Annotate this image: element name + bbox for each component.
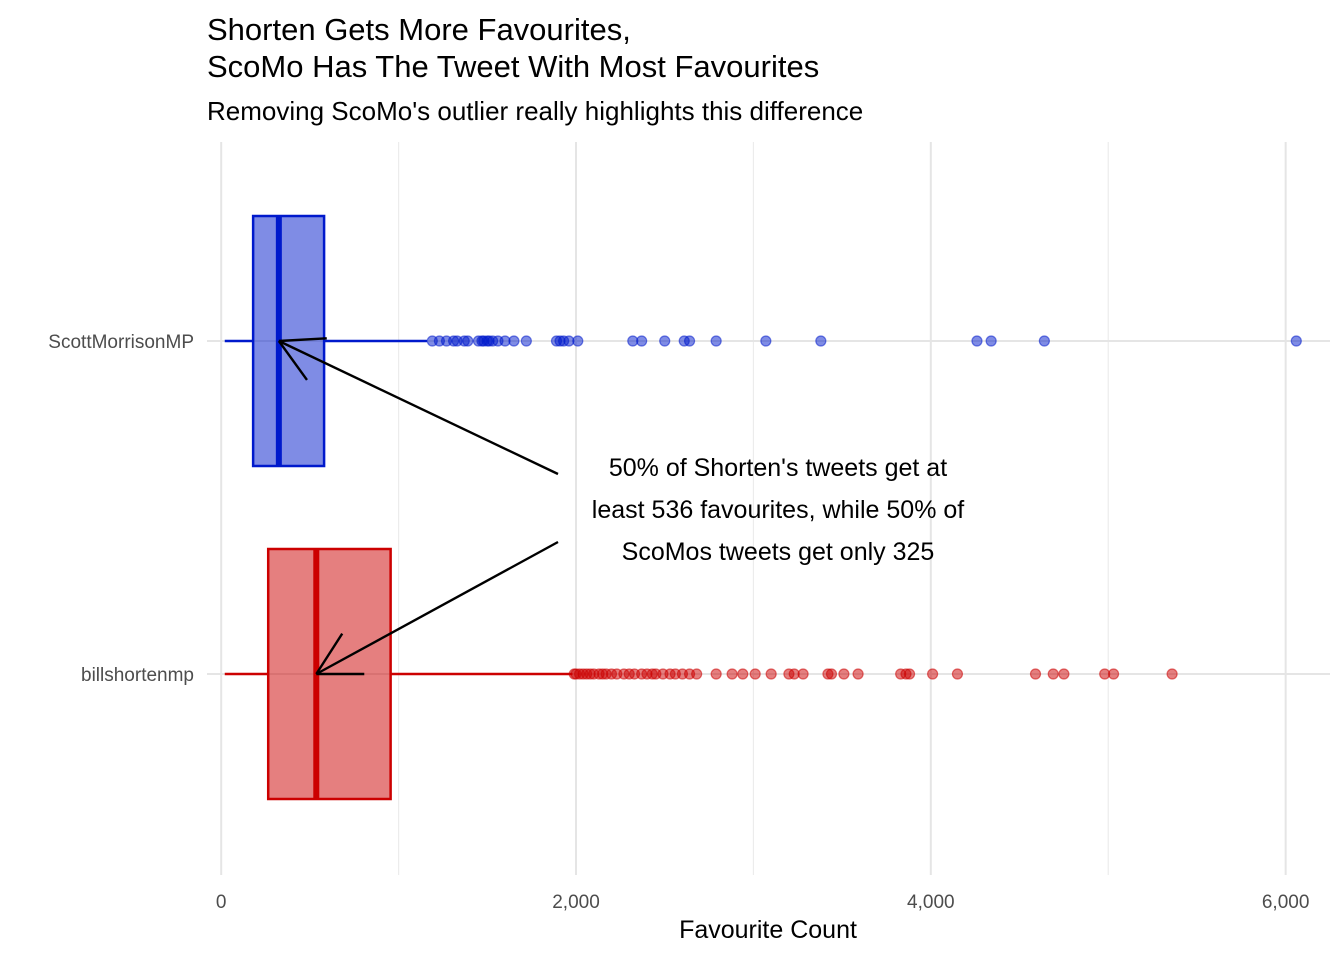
billshortenmp-outlier-point-46 xyxy=(1107,668,1120,680)
annotation: 50% of Shorten's tweets get at least 536… xyxy=(277,337,964,676)
outlier-points xyxy=(426,335,1302,680)
billshortenmp-outlier-point-28 xyxy=(749,668,761,680)
x-tick-label-3: 6,000 xyxy=(1262,892,1310,913)
annotation-arrowhead-1-0 xyxy=(315,632,344,675)
billshortenmp-outlier-point-40 xyxy=(927,668,939,680)
annotation-arrow-0 xyxy=(278,339,559,476)
x-tick-label-2: 4,000 xyxy=(907,892,955,913)
chart-subtitle: Removing ScoMo's outlier really highligh… xyxy=(207,96,863,126)
annotation-line-3: ScoMos tweets get only 325 xyxy=(622,538,935,566)
scottmorrisonmp-outlier-point-21 xyxy=(572,335,584,347)
x-tick-label-0: 0 xyxy=(216,892,227,913)
annotation-arrowhead-0-1 xyxy=(277,340,308,381)
scottmorrisonmp-outlier-point-23 xyxy=(636,335,648,347)
billshortenmp-outlier-point-36 xyxy=(852,668,864,680)
scottmorrisonmp-outlier-point-26 xyxy=(683,335,696,347)
billshortenmp-outlier-point-42 xyxy=(1029,668,1042,680)
billshortenmp-outlier-point-25 xyxy=(710,668,722,680)
scottmorrisonmp-outlier-point-28 xyxy=(760,335,772,347)
annotation-line-2: least 536 favourites, while 50% of xyxy=(592,496,964,524)
x-axis-title: Favourite Count xyxy=(679,916,857,944)
y-tick-label-0: ScottMorrisonMP xyxy=(48,332,194,353)
billshortenmp-outlier-point-44 xyxy=(1058,668,1070,680)
scottmorrisonmp-outlier-point-30 xyxy=(971,335,983,347)
billshortenmp-outlier-point-26 xyxy=(726,668,738,680)
x-tick-label-1: 2,000 xyxy=(552,892,600,913)
chart-title-line-2: ScoMo Has The Tweet With Most Favourites xyxy=(207,49,819,84)
annotation-arrowhead-0-0 xyxy=(278,337,327,343)
billshortenmp-outlier-point-29 xyxy=(765,668,777,680)
scottmorrisonmp-outlier-point-31 xyxy=(985,335,997,347)
billshortenmp-outlier-point-47 xyxy=(1166,668,1178,680)
billshortenmp-outlier-point-35 xyxy=(838,668,850,680)
y-tick-label-1: billshortenmp xyxy=(81,665,194,686)
annotation-arrow-1 xyxy=(315,540,559,676)
scottmorrisonmp-outlier-point-16 xyxy=(520,335,532,347)
billshortenmp-outlier-point-43 xyxy=(1047,668,1059,680)
billshortenmp-outlier-point-41 xyxy=(951,668,964,680)
scottmorrisonmp-outlier-point-27 xyxy=(710,335,722,347)
scottmorrisonmp-outlier-point-6 xyxy=(462,335,474,347)
axes: 0 2,000 4,000 6,000 ScottMorrisonMP billshort… xyxy=(48,332,1309,913)
scottmorrisonmp-outlier-point-33 xyxy=(1290,335,1302,347)
billshortenmp-outlier-point-27 xyxy=(737,668,749,680)
billshortenmp-outlier-point-32 xyxy=(797,668,809,680)
annotation-line-1: 50% of Shorten's tweets get at xyxy=(609,454,947,482)
scottmorrisonmp-outlier-point-15 xyxy=(508,335,520,347)
scottmorrisonmp-outlier-point-24 xyxy=(659,335,671,347)
billshortenmp-outlier-point-34 xyxy=(825,668,838,680)
scottmorrisonmp-outlier-point-32 xyxy=(1038,335,1050,347)
billshortenmp-outlier-point-24 xyxy=(691,668,703,680)
chart-title-line-1: Shorten Gets More Favourites, xyxy=(207,12,631,47)
billshortenmp-outlier-point-39 xyxy=(903,668,916,680)
scottmorrisonmp-outlier-point-29 xyxy=(815,335,827,347)
